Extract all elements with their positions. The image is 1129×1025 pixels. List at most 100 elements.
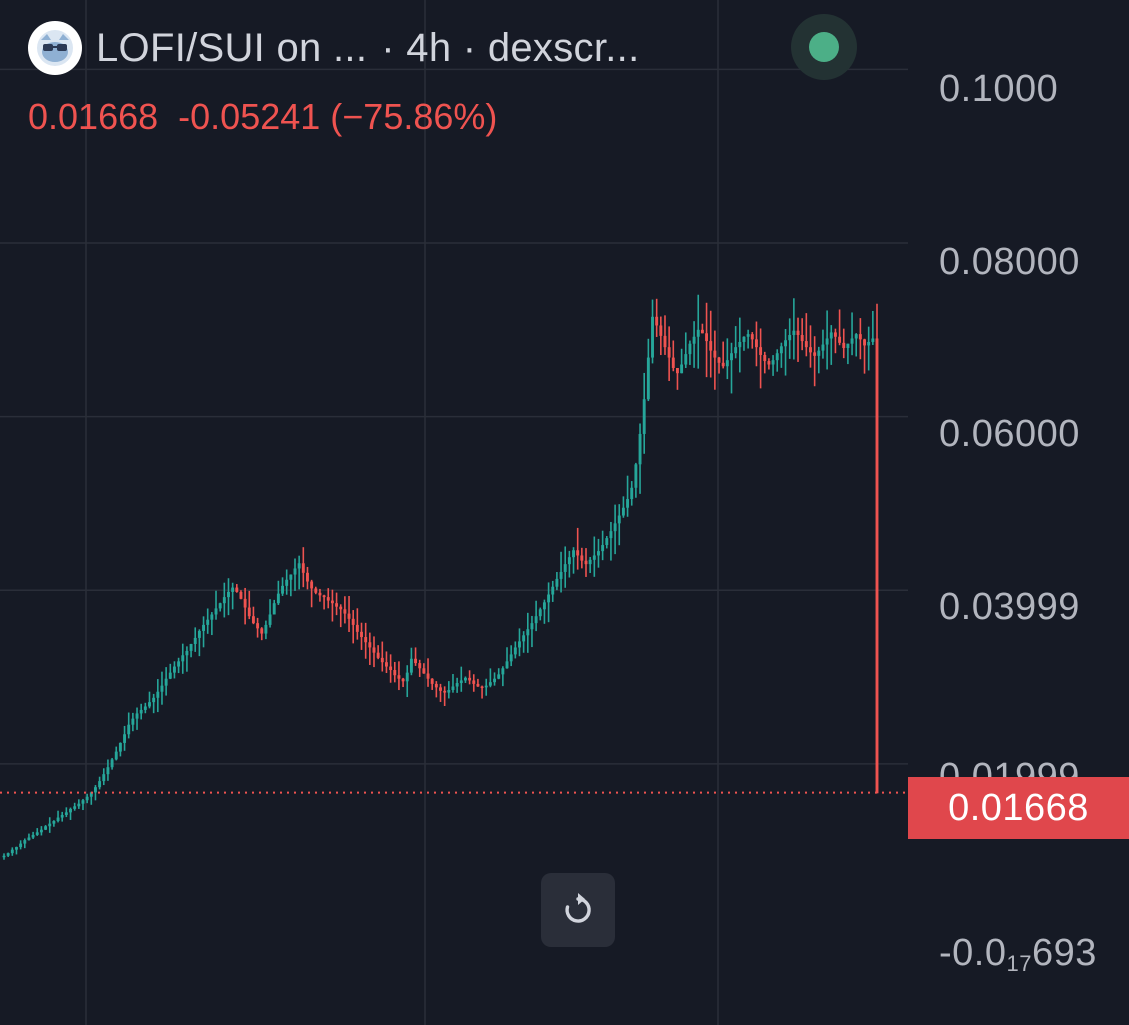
candle-body [44,826,48,830]
candle-body [725,360,729,367]
candle-body [613,523,617,532]
candle-body [27,837,31,841]
price-axis-label: 0.1000 [939,68,1059,110]
candle-body [168,672,172,679]
candle-body [630,487,634,500]
candle-body [501,668,505,675]
candle-body [52,821,56,824]
candle-body [285,579,289,586]
candle-body [563,564,567,572]
candle-body [626,499,630,508]
candle-body [376,652,380,658]
market-status-indicator[interactable] [791,14,857,80]
candle-body [77,803,81,807]
candle-body [355,624,359,632]
candle-body [821,344,825,351]
candle-body [522,635,526,642]
price-axis-label: 0.06000 [939,413,1080,455]
candle-body [505,661,509,669]
candle-body [56,817,60,822]
candle-body [326,597,330,601]
candle-body [135,713,139,719]
candle-body [102,774,106,782]
candle-body [243,598,247,608]
candle-body [393,670,397,676]
candle-body [185,650,189,656]
candle-body [738,341,742,348]
reset-chart-button[interactable] [541,873,615,947]
candle-body [181,655,185,662]
candle-body [268,614,272,625]
candle-body [434,683,438,688]
candle-body [60,814,64,818]
candle-body [825,338,829,345]
candle-body [19,843,23,848]
candle-body [493,678,496,683]
candle-body [800,335,804,342]
candle-body [351,618,355,625]
token-avatar[interactable] [28,21,82,75]
candle-body [148,702,151,707]
candle-body [709,341,713,351]
candle-body [813,352,817,356]
candle-body [401,678,405,682]
candle-body [588,559,592,565]
candle-body [509,654,513,662]
candle-body [530,623,534,630]
candle-body [854,334,858,339]
candle-body [721,362,725,367]
candle-body [2,855,6,858]
candle-body [559,571,563,579]
candle-body [621,507,625,516]
candle-body [94,787,97,793]
candle-body [281,585,284,594]
candle-body [671,357,675,368]
price-axis-label-bottom: -0.017693 [939,932,1097,976]
candle-body [310,581,314,589]
candle-body [218,603,222,609]
candle-body [642,399,646,434]
candle-body [601,545,605,552]
pair-title[interactable]: LOFI/SUI on ... [96,25,368,70]
candle-body [447,689,451,693]
candle-body [389,666,393,671]
ohlc-readout: 0.01668 -0.05241 (−75.86%) [28,96,497,138]
candle-body [139,709,143,714]
candle-body [779,346,783,354]
candle-body [817,350,821,356]
candle-body [750,334,754,340]
candle-body [551,586,555,595]
candle-body [272,603,276,615]
reset-rotate-icon [565,893,591,923]
last-price-value: 0.01668 [28,96,159,137]
candle-body [734,347,738,354]
candle-body [260,628,264,634]
candle-body [451,686,455,690]
candle-body [339,606,343,610]
candle-body [688,343,692,355]
candle-body [796,330,800,336]
candle-body [64,812,68,815]
candle-body [426,673,430,679]
candle-body [746,334,750,337]
last-price-tag: 0.01668 [908,777,1129,839]
candle-body [231,587,235,592]
candle-body [210,614,214,620]
candle-body [634,464,638,488]
candle-body [638,433,642,465]
candle-body [368,642,372,648]
candle-body [31,834,35,838]
candle-body [214,608,218,615]
candle-body [276,593,280,604]
candles [2,294,879,860]
candle-body [297,563,301,569]
price-axis-label: 0.08000 [939,241,1080,283]
interval-source[interactable]: · 4h · dexscr... [381,25,640,70]
candle-body [463,677,467,681]
candle-body [409,658,413,673]
candle-body [343,609,347,614]
candle-body [468,677,472,681]
candle-body [131,718,135,725]
candle-body [6,853,10,856]
